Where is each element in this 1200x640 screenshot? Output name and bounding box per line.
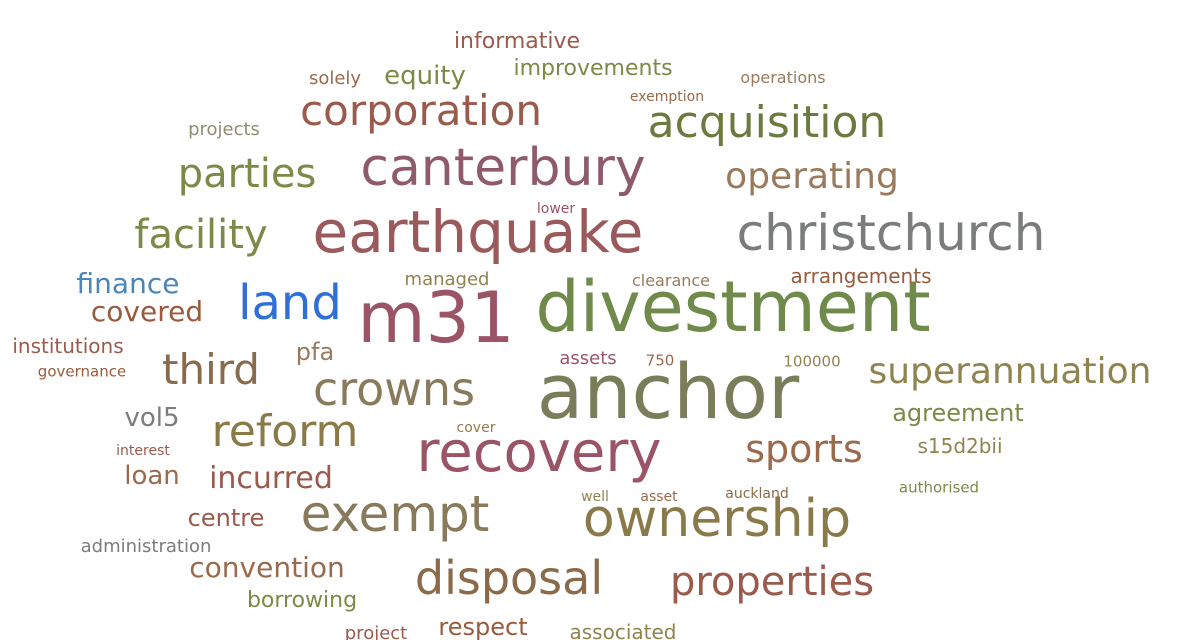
word-incurred: incurred [209,461,333,496]
word-authorised: authorised [898,478,980,497]
word-divestment: divestment [535,266,931,348]
word-vol5: vol5 [124,403,180,433]
word-covered: covered [90,295,204,328]
word-centre: centre [187,504,265,532]
word-clearance: clearance [631,271,711,290]
word-equity: equity [384,61,466,91]
word-superannuation: superannuation [868,351,1152,392]
word-crowns: crowns [312,362,476,416]
word-exempt: exempt [300,485,490,543]
word-cover: cover [456,420,496,436]
word-projects: projects [188,119,260,140]
word-christchurch: christchurch [736,204,1046,262]
word-loan: loan [124,461,180,491]
word-borrowing: borrowing [246,588,358,613]
word-auckland: auckland [725,486,789,502]
word-100000: 100000 [783,352,841,371]
word-project: project [344,623,408,640]
word-facility: facility [134,212,268,258]
word-m31: m31 [357,277,515,359]
word-assets: assets [559,348,617,369]
word-arrangements: arrangements [790,264,932,288]
word-disposal: disposal [414,551,604,605]
word-reform: reform [211,406,359,457]
word-asset: asset [640,489,678,505]
word-acquisition: acquisition [647,97,887,148]
word-750: 750 [645,351,675,370]
word-exemption: exemption [629,89,705,105]
word-pfa: pfa [295,338,335,366]
word-lower: lower [536,201,576,217]
word-administration: administration [80,536,212,557]
word-canterbury: canterbury [360,138,646,198]
word-parties: parties [177,151,317,197]
word-corporation: corporation [300,86,542,135]
word-well: well [581,489,609,505]
word-anchor: anchor [536,347,800,436]
word-sports: sports [745,427,863,471]
word-informative: informative [453,29,581,54]
word-institutions: institutions [12,334,124,358]
word-managed: managed [404,269,490,290]
word-convention: convention [189,551,345,584]
word-solely: solely [308,68,362,89]
word-governance: governance [37,362,127,381]
word-finance: finance [76,267,180,300]
word-ownership: ownership [582,489,852,549]
word-interest: interest [116,443,170,459]
word-properties: properties [669,559,875,605]
word-s15d2bii: s15d2bii [917,434,1003,458]
word-improvements: improvements [513,56,673,81]
word-recovery: recovery [416,420,662,485]
word-associated: associated [569,620,677,640]
word-earthquake: earthquake [312,198,644,266]
word-agreement: agreement [892,399,1024,427]
word-operating: operating [725,156,899,197]
word-land: land [238,275,342,331]
word-operations: operations [740,68,826,87]
word-third: third [162,345,260,394]
word-respect: respect [438,613,528,640]
